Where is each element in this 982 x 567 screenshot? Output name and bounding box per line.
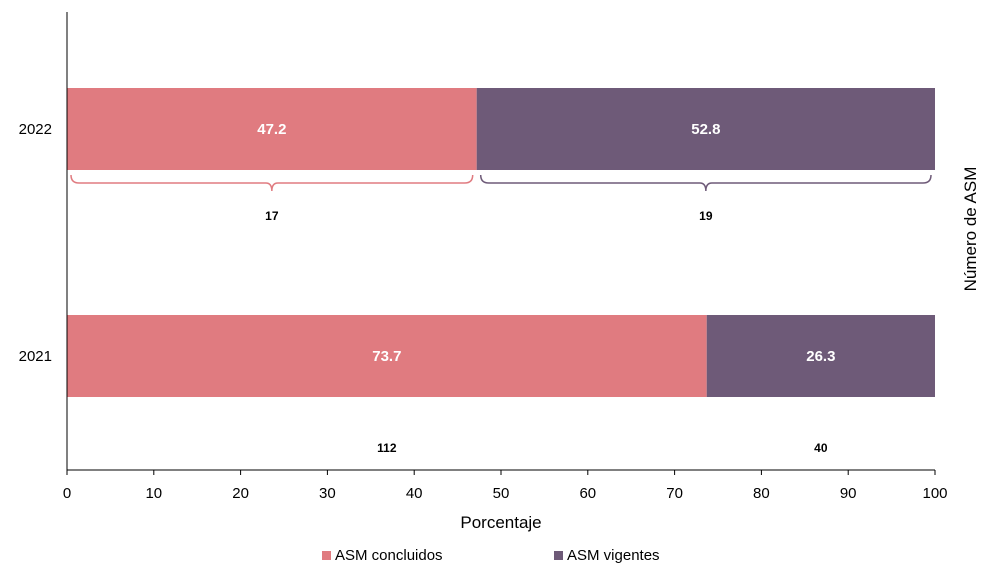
count-label: 112 [377,441,397,455]
count-label: 19 [699,209,713,223]
x-tick-label: 0 [63,485,71,502]
x-axis-title: Porcentaje [460,513,541,532]
y-category-labels: 2022 2021 [19,121,52,365]
bracket-asm-vigentes-2022 [479,174,932,192]
x-tick-label: 100 [922,485,947,502]
bars-layer [67,88,935,397]
x-tick-label: 80 [753,485,770,502]
legend: ASM concluidos ASM vigentes [322,547,660,564]
count-label: 17 [265,209,279,223]
x-tick-label: 10 [145,485,162,502]
x-tick-label: 20 [232,485,249,502]
bar-asm-concluidos-2022 [67,88,477,170]
legend-swatch-asm-concluidos [322,551,331,560]
x-tick-label: 30 [319,485,336,502]
bar-asm-concluidos-2021 [67,315,707,397]
x-ticks: 0 10 20 30 40 50 60 70 80 90 100 [63,470,948,502]
bar-asm-vigentes-2022 [476,88,935,170]
bar-asm-vigentes-2021 [706,315,935,397]
bar-value-label: 26.3 [806,348,835,365]
x-tick-label: 70 [666,485,683,502]
x-tick-label: 90 [840,485,857,502]
x-tick-label: 50 [493,485,510,502]
x-tick-label: 40 [406,485,423,502]
bar-value-label: 47.2 [257,121,286,138]
category-label-2022: 2022 [19,121,52,138]
labels-layer: 47.2 17 52.8 19 73.7 112 26.3 40 [257,121,835,455]
bracket-asm-concluidos-2022 [70,174,474,192]
brackets-layer [70,174,932,192]
bar-value-label: 73.7 [372,348,401,365]
right-axis-title: Número de ASM [961,167,980,292]
x-tick-label: 60 [579,485,596,502]
legend-label-asm-vigentes: ASM vigentes [567,547,660,564]
legend-label-asm-concluidos: ASM concluidos [335,547,443,564]
legend-swatch-asm-vigentes [554,551,563,560]
count-label: 40 [814,441,828,455]
category-label-2021: 2021 [19,348,52,365]
bar-value-label: 52.8 [691,121,720,138]
